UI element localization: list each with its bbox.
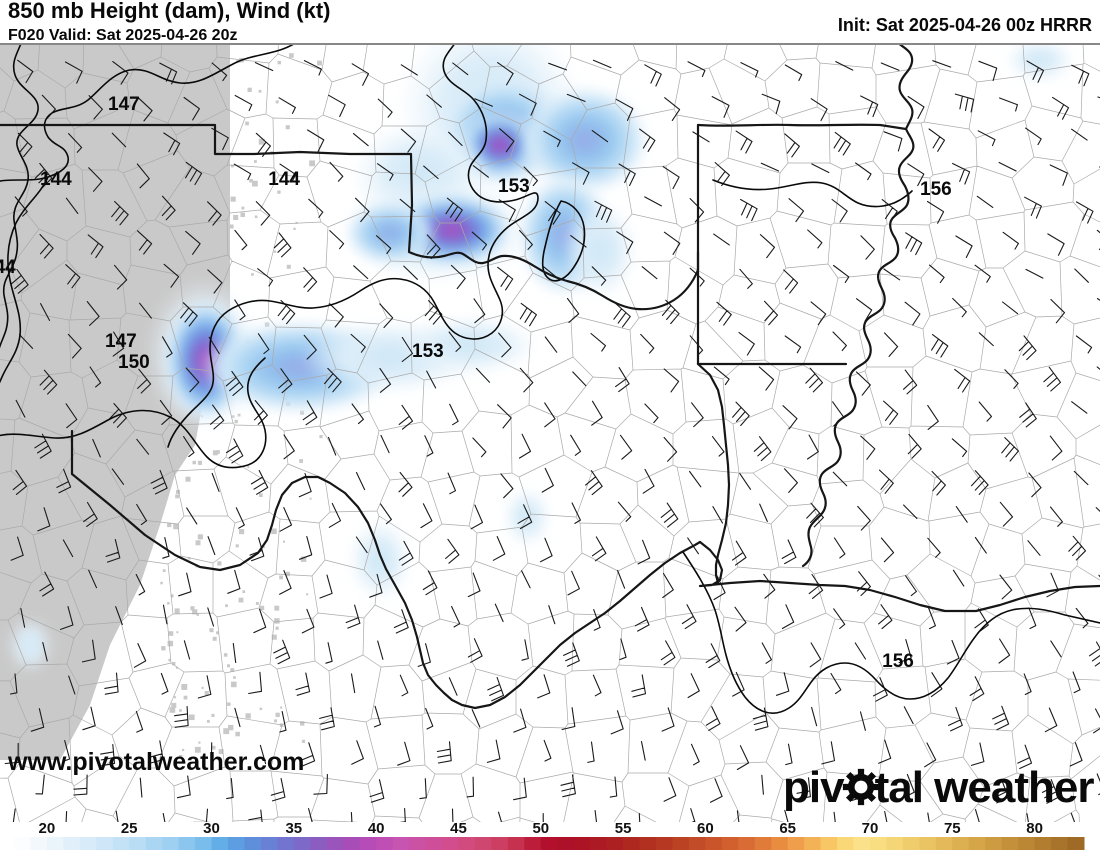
svg-text:144: 144 — [0, 257, 16, 278]
svg-text:156: 156 — [882, 651, 914, 672]
svg-text:153: 153 — [498, 176, 530, 197]
svg-text:144: 144 — [40, 169, 72, 190]
svg-text:150: 150 — [118, 352, 150, 373]
svg-text:147: 147 — [108, 94, 140, 115]
svg-text:144: 144 — [268, 169, 300, 190]
svg-text:147: 147 — [105, 331, 137, 352]
svg-text:153: 153 — [412, 341, 444, 362]
svg-text:156: 156 — [920, 179, 952, 200]
